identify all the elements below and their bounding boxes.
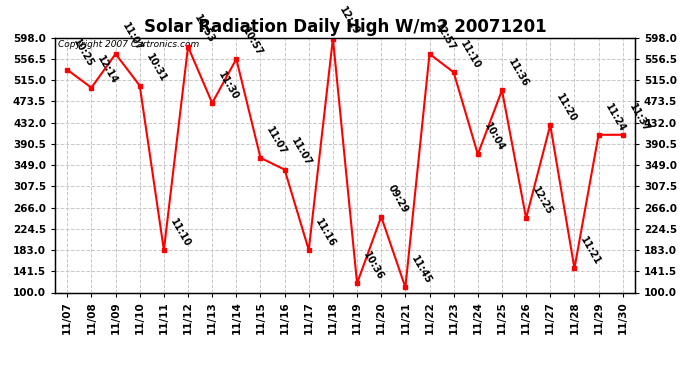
Text: 10:31: 10:31	[144, 53, 168, 84]
Text: Copyright 2007 Cartronics.com: Copyright 2007 Cartronics.com	[58, 40, 199, 49]
Text: 10:57: 10:57	[241, 26, 265, 58]
Text: 11:07: 11:07	[265, 124, 289, 156]
Text: 11:37: 11:37	[627, 102, 651, 134]
Text: 11:10: 11:10	[458, 39, 482, 71]
Text: 10:36: 10:36	[362, 250, 386, 282]
Text: 11:53: 11:53	[193, 13, 217, 45]
Text: 10:25: 10:25	[72, 36, 96, 68]
Text: 11:30: 11:30	[217, 70, 241, 102]
Text: 12:25: 12:25	[531, 185, 555, 217]
Text: 11:36: 11:36	[506, 57, 531, 89]
Text: 09:29: 09:29	[386, 183, 410, 215]
Text: 11:16: 11:16	[313, 217, 337, 249]
Text: 11:45: 11:45	[410, 254, 434, 286]
Text: 11:10: 11:10	[168, 217, 193, 249]
Text: 12:29: 12:29	[337, 5, 362, 37]
Text: 12:14: 12:14	[96, 54, 120, 86]
Text: 11:07: 11:07	[120, 21, 144, 53]
Text: 11:20: 11:20	[555, 92, 579, 124]
Text: 12:57: 12:57	[434, 21, 458, 53]
Text: 10:04: 10:04	[482, 121, 506, 153]
Text: 11:07: 11:07	[289, 136, 313, 168]
Text: 11:21: 11:21	[579, 235, 603, 267]
Title: Solar Radiation Daily High W/m2 20071201: Solar Radiation Daily High W/m2 20071201	[144, 18, 546, 36]
Text: 11:24: 11:24	[603, 102, 627, 134]
